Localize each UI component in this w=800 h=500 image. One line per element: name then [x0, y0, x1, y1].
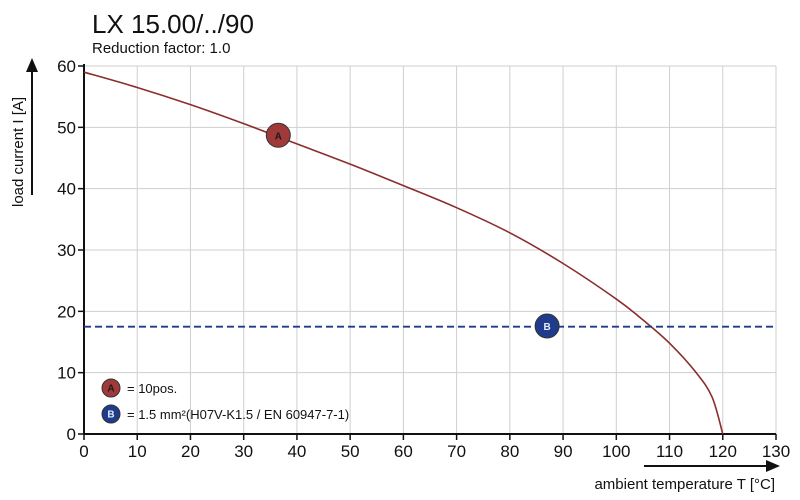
tick-labels: 0 10 20 30 40 50 60 70 80 90 100 110 120 130 0 10 20 30 40… [57, 57, 790, 461]
x-tick-label-130: 130 [762, 442, 790, 461]
x-tick-label-50: 50 [341, 442, 360, 461]
x-tick-label-120: 120 [709, 442, 737, 461]
grid [84, 65, 777, 434]
x-tick-label-100: 100 [602, 442, 630, 461]
x-tick-label-0: 0 [79, 442, 88, 461]
y-tick-label-0: 0 [67, 425, 76, 444]
x-tick-label-40: 40 [287, 442, 306, 461]
x-tick-label-60: 60 [394, 442, 413, 461]
y-tick-label-50: 50 [57, 118, 76, 137]
x-tick-label-80: 80 [500, 442, 519, 461]
y-tick-label-30: 30 [57, 241, 76, 260]
series-line-0 [84, 71, 724, 435]
series [84, 71, 776, 435]
legend-marker-a-label: A [107, 384, 114, 395]
y-tick-label-60: 60 [57, 57, 76, 76]
legend-text-b: = 1.5 mm²(H07V-K1.5 / EN 60947-7-1) [127, 407, 349, 422]
legend: A = 10pos. B = 1.5 mm²(H07V-K1.5 / EN 60947… [101, 378, 349, 424]
y-tick-label-20: 20 [57, 302, 76, 321]
marker-b-label: B [543, 322, 550, 333]
markers: AB [265, 122, 560, 339]
legend-marker-b [101, 404, 121, 424]
marker-b [534, 313, 560, 339]
x-tick-label-10: 10 [128, 442, 147, 461]
x-axis-arrow-head [766, 460, 780, 472]
y-axis-arrow-head [26, 58, 38, 72]
x-axis-label: ambient temperature T [°C] [594, 476, 775, 493]
legend-marker-a [101, 378, 121, 398]
x-tick-label-110: 110 [656, 442, 683, 461]
x-tick-label-20: 20 [181, 442, 200, 461]
y-axis-label: load current I [A] [10, 97, 27, 207]
marker-a-label: A [275, 131, 282, 142]
marker-a [265, 122, 291, 148]
legend-marker-b-label: B [107, 410, 114, 421]
x-tick-label-30: 30 [234, 442, 253, 461]
x-tick-label-90: 90 [554, 442, 573, 461]
chart-title: LX 15.00/../90 [92, 9, 254, 39]
x-tick-label-70: 70 [447, 442, 466, 461]
chart-subtitle: Reduction factor: 1.0 [92, 40, 230, 57]
legend-text-a: = 10pos. [127, 381, 177, 396]
y-tick-label-40: 40 [57, 180, 76, 199]
axes [26, 58, 780, 472]
y-tick-label-10: 10 [57, 364, 76, 383]
